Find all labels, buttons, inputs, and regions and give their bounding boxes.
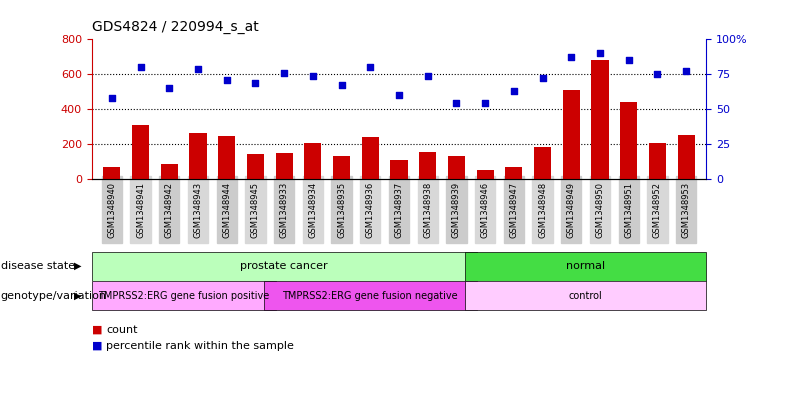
Point	[163, 85, 176, 91]
Text: count: count	[106, 325, 137, 335]
Bar	[92, 252, 476, 281]
Point	[594, 50, 606, 56]
Bar	[390, 160, 408, 179]
Bar	[649, 143, 666, 179]
Text: control: control	[569, 291, 602, 301]
Text: genotype/variation: genotype/variation	[1, 291, 107, 301]
Bar	[419, 152, 437, 179]
Point	[680, 68, 693, 75]
Text: TMPRSS2:ERG gene fusion negative: TMPRSS2:ERG gene fusion negative	[282, 291, 458, 301]
Bar	[333, 156, 350, 179]
Bar	[505, 167, 523, 179]
Bar	[534, 147, 551, 179]
Bar	[620, 102, 638, 179]
Point	[536, 75, 549, 81]
Point	[364, 64, 377, 70]
Point	[192, 66, 204, 72]
Text: ▶: ▶	[73, 261, 81, 271]
Text: ▶: ▶	[73, 291, 81, 301]
Point	[622, 57, 635, 63]
Point	[393, 92, 405, 98]
Text: ■: ■	[92, 341, 102, 351]
Bar	[132, 125, 149, 179]
Bar	[563, 90, 580, 179]
Text: TMPRSS2:ERG gene fusion positive: TMPRSS2:ERG gene fusion positive	[98, 291, 269, 301]
Bar	[264, 281, 476, 310]
Text: disease state: disease state	[1, 261, 75, 271]
Bar	[465, 252, 706, 281]
Bar	[448, 156, 465, 179]
Bar	[160, 164, 178, 179]
Point	[651, 71, 664, 77]
Bar	[275, 152, 293, 179]
Point	[508, 88, 520, 94]
Point	[134, 64, 147, 70]
Bar	[591, 60, 609, 179]
Point	[421, 72, 434, 79]
Bar	[678, 135, 695, 179]
Text: prostate cancer: prostate cancer	[240, 261, 328, 271]
Bar	[476, 170, 494, 179]
Bar	[465, 281, 706, 310]
Point	[479, 100, 492, 107]
Point	[105, 95, 118, 101]
Point	[220, 77, 233, 83]
Point	[335, 82, 348, 88]
Text: ■: ■	[92, 325, 102, 335]
Bar	[103, 167, 120, 179]
Point	[306, 72, 319, 79]
Bar	[247, 154, 264, 179]
Point	[278, 70, 290, 76]
Point	[565, 54, 578, 61]
Point	[249, 79, 262, 86]
Text: GDS4824 / 220994_s_at: GDS4824 / 220994_s_at	[92, 20, 259, 34]
Bar	[92, 281, 275, 310]
Bar	[361, 137, 379, 179]
Text: percentile rank within the sample: percentile rank within the sample	[106, 341, 294, 351]
Point	[450, 100, 463, 107]
Bar	[189, 134, 207, 179]
Text: normal: normal	[566, 261, 605, 271]
Bar	[218, 136, 235, 179]
Bar	[304, 143, 322, 179]
